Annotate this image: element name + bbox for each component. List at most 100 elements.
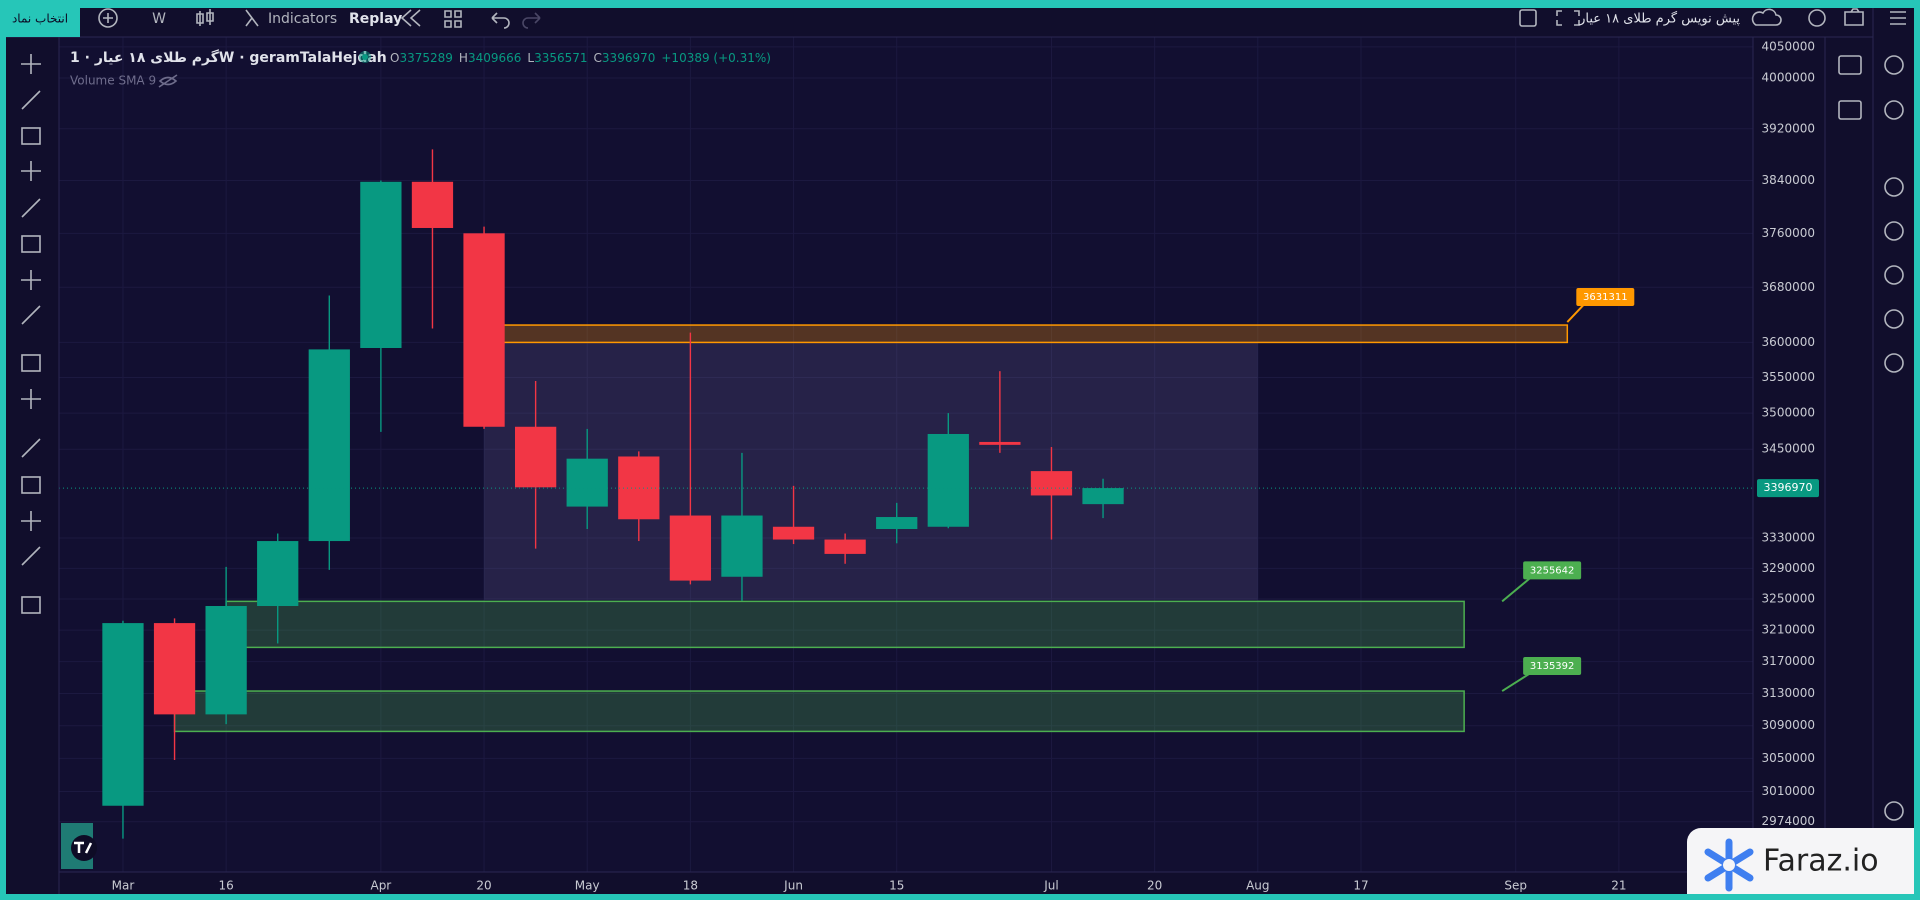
tool-icon[interactable] <box>21 54 41 74</box>
candle-body <box>1082 488 1124 505</box>
panel-icon[interactable] <box>1838 100 1862 120</box>
tool-icon[interactable] <box>21 546 41 566</box>
tool-icon[interactable] <box>21 596 41 614</box>
redo-icon[interactable] <box>522 12 541 29</box>
tool-icon[interactable] <box>21 198 41 218</box>
x-tick-label: Jul <box>1043 879 1058 893</box>
sidebar-icon[interactable] <box>1884 221 1904 241</box>
zone <box>498 324 1569 344</box>
sidebar-icon[interactable] <box>1884 55 1904 75</box>
drawing-tool[interactable] <box>21 198 41 218</box>
tool-icon[interactable] <box>21 235 41 253</box>
cloud-icon[interactable] <box>1751 8 1782 26</box>
tool-icon[interactable] <box>21 511 41 531</box>
candle-body <box>618 456 660 520</box>
drawing-tool[interactable] <box>21 476 41 494</box>
tool-icon[interactable] <box>21 389 41 409</box>
candle-body <box>721 515 763 577</box>
callout-pointer <box>1566 302 1587 323</box>
tv-logo <box>71 835 97 861</box>
low-value: 3356571 <box>534 51 587 65</box>
open-label: O <box>390 51 399 65</box>
tool-icon[interactable] <box>21 127 41 145</box>
candle-body <box>772 526 815 540</box>
layouts-icon[interactable] <box>444 10 462 28</box>
candle-body <box>257 541 299 607</box>
add-symbol-icon[interactable] <box>98 8 118 28</box>
x-tick-label: Jun <box>783 879 803 893</box>
candle-body <box>360 181 402 349</box>
y-tick-label: 4000000 <box>1762 71 1815 85</box>
interval[interactable]: W <box>152 11 166 27</box>
indicator-name: Volume SMA 9 <box>70 74 156 88</box>
undo-icon[interactable] <box>491 12 510 29</box>
plot: 3631311 3255642 3135392 <box>59 149 1753 839</box>
drawing-tool[interactable] <box>21 54 41 74</box>
drawing-tool[interactable] <box>21 389 41 409</box>
hide-icon[interactable] <box>158 74 178 88</box>
axes: 4050000 4000000 3920000 3840000 3760000 36800… <box>112 39 1819 893</box>
add-symbol-icon[interactable] <box>103 13 113 23</box>
tool-icon[interactable] <box>21 438 41 458</box>
tool-icon[interactable] <box>21 354 41 372</box>
candle-body <box>927 433 969 527</box>
callout-box <box>1523 657 1582 676</box>
y-tick-label: 3090000 <box>1762 718 1815 732</box>
symbol-title: گرم طلای ۱۸ عیار · 1W · geramTalaHejdah <box>70 49 387 66</box>
chart-type-icon[interactable] <box>196 9 214 26</box>
y-tick-label: 3130000 <box>1762 686 1815 700</box>
replay-button[interactable]: Replay <box>349 11 402 27</box>
range-box <box>484 342 1258 600</box>
drawing-tool[interactable] <box>21 511 41 531</box>
toolbars <box>21 54 1904 821</box>
x-tick-label: Aug <box>1246 879 1269 893</box>
callout-box <box>1523 561 1582 580</box>
snapshot-icon[interactable] <box>1844 8 1864 26</box>
callout-label: 3255642 <box>1530 565 1575 576</box>
x-tick-label: 15 <box>889 879 904 893</box>
status-dot <box>362 54 368 60</box>
drawing-tool[interactable] <box>21 305 41 325</box>
tool-icon[interactable] <box>21 305 41 325</box>
y-tick-label: 3450000 <box>1762 442 1815 456</box>
drawing-tool[interactable] <box>21 596 41 614</box>
symbol-search[interactable]: انتخاب نماد <box>12 12 68 26</box>
settings-icon[interactable] <box>1808 9 1826 27</box>
drawing-tool[interactable] <box>21 438 41 458</box>
sidebar-icon[interactable] <box>1884 801 1904 821</box>
sidebar-icon[interactable] <box>1884 265 1904 285</box>
candle-body <box>411 181 454 228</box>
y-tick-label: 3760000 <box>1762 226 1815 240</box>
tool-icon[interactable] <box>21 90 41 110</box>
tool-icon[interactable] <box>21 270 41 290</box>
zone <box>225 600 1465 649</box>
replay-icon[interactable] <box>400 9 421 27</box>
drawing-tool[interactable] <box>21 235 41 253</box>
layout-name[interactable]: پیش نویس گرم طلای ۱۸ عیار <box>1578 11 1740 27</box>
y-tick-label: 3500000 <box>1762 406 1815 420</box>
indicators-icon[interactable] <box>245 9 259 27</box>
sidebar-icon[interactable] <box>1884 100 1904 120</box>
tool-icon[interactable] <box>21 476 41 494</box>
panel-icon[interactable] <box>1838 55 1862 75</box>
tool-icon[interactable] <box>21 161 41 181</box>
drawing-tool[interactable] <box>21 354 41 372</box>
indicators-button[interactable]: Indicators <box>268 11 337 27</box>
fullscreen-icon[interactable] <box>1519 9 1537 27</box>
drawing-tool[interactable] <box>21 90 41 110</box>
sidebar-icon[interactable] <box>1884 353 1904 373</box>
sidebar-icon[interactable] <box>1884 309 1904 329</box>
drawing-tool[interactable] <box>21 127 41 145</box>
expand-icon[interactable] <box>1556 10 1580 26</box>
candle-body <box>514 426 557 488</box>
tv-logo <box>74 841 93 854</box>
drawing-tool[interactable] <box>21 270 41 290</box>
menu-icon[interactable] <box>1890 11 1906 25</box>
x-tick-label: Sep <box>1504 879 1527 893</box>
sidebar-icon[interactable] <box>1884 177 1904 197</box>
candle-body <box>1030 471 1073 496</box>
drawing-tool[interactable] <box>21 546 41 566</box>
drawing-tool[interactable] <box>21 161 41 181</box>
